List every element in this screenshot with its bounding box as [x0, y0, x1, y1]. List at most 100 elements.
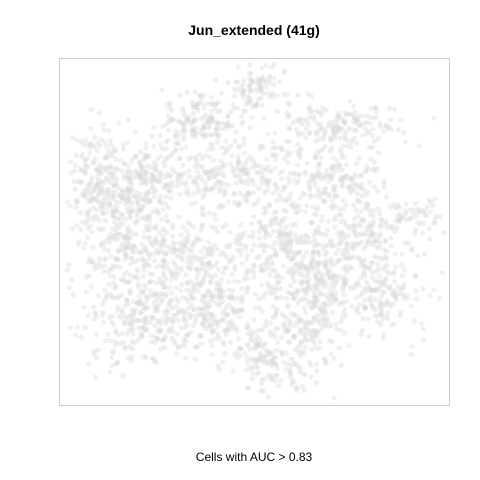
cell-point: [112, 233, 118, 239]
cell-point: [95, 175, 101, 181]
cell-point: [208, 118, 214, 124]
cell-point: [135, 281, 141, 287]
cell-point: [124, 331, 130, 337]
cell-point: [147, 319, 153, 326]
cell-point: [308, 93, 314, 99]
cell-point: [242, 197, 248, 203]
cell-point: [263, 231, 269, 237]
cell-point: [257, 77, 263, 83]
cell-point: [98, 204, 104, 210]
cell-point: [157, 169, 163, 175]
cell-point: [84, 188, 90, 194]
cell-point: [303, 233, 310, 239]
cell-point: [192, 134, 198, 140]
cell-point: [222, 181, 228, 187]
cell-point: [299, 340, 305, 346]
cell-point: [284, 361, 290, 367]
cell-point: [192, 356, 198, 362]
cell-point: [135, 337, 141, 343]
cell-point: [313, 155, 319, 161]
cell-point: [269, 362, 275, 368]
cell-point: [218, 293, 224, 299]
cell-point: [225, 114, 231, 120]
cell-point: [205, 187, 211, 193]
cell-point: [139, 301, 145, 307]
cell-point: [243, 102, 250, 108]
cell-point: [163, 174, 169, 180]
cell-point: [313, 229, 319, 235]
cell-point: [88, 179, 94, 185]
cell-point: [433, 213, 439, 219]
cell-point: [108, 319, 115, 325]
cell-point: [328, 351, 334, 357]
cell-point: [245, 321, 251, 327]
cell-point: [226, 244, 232, 250]
cell-point: [127, 287, 134, 293]
cell-point: [298, 328, 305, 334]
cell-point: [237, 346, 243, 352]
cell-point: [130, 200, 136, 206]
cell-point: [123, 235, 130, 241]
cell-point: [164, 250, 170, 256]
cell-point: [130, 230, 136, 236]
cell-point: [306, 271, 312, 277]
cell-point: [399, 213, 405, 219]
cell-point: [202, 299, 208, 305]
cell-point: [247, 82, 253, 88]
cell-point: [126, 199, 132, 205]
cell-point: [133, 153, 139, 159]
cell-point: [288, 191, 294, 197]
cell-point: [328, 204, 334, 210]
cell-point: [198, 333, 204, 339]
cell-point: [238, 89, 244, 95]
cell-point: [199, 164, 206, 170]
cell-point: [228, 295, 234, 301]
cell-point: [391, 106, 397, 113]
cell-point: [362, 192, 369, 198]
cell-point: [232, 296, 238, 302]
cell-point: [428, 199, 434, 205]
cell-point: [286, 339, 292, 345]
cell-point: [367, 179, 373, 185]
cell-point: [199, 297, 205, 303]
cell-point: [250, 190, 256, 196]
cell-point: [266, 372, 272, 379]
cell-point: [108, 338, 114, 344]
cell-point: [313, 318, 319, 324]
cell-point: [351, 114, 357, 121]
cell-point: [154, 207, 160, 213]
cell-point: [176, 253, 182, 259]
cell-point: [312, 329, 319, 335]
cell-point: [236, 308, 242, 314]
cell-point: [191, 118, 198, 124]
cell-point: [342, 119, 348, 125]
cell-point: [327, 338, 333, 344]
cell-point: [247, 87, 253, 93]
cell-point: [142, 317, 149, 323]
cell-point: [163, 182, 169, 189]
cell-point: [300, 238, 306, 244]
cell-point: [337, 241, 343, 247]
cell-point: [253, 358, 259, 364]
cell-point: [416, 209, 422, 216]
cell-point: [255, 96, 261, 102]
cell-point: [311, 172, 317, 179]
cell-point: [206, 169, 212, 175]
cell-point: [124, 297, 130, 303]
cell-point: [142, 228, 148, 234]
cell-point: [92, 310, 98, 316]
cell-point: [144, 297, 150, 303]
cell-point: [67, 159, 73, 165]
cell-point: [256, 254, 262, 260]
cell-point: [344, 241, 350, 247]
cell-point: [322, 198, 328, 204]
cell-point: [205, 120, 211, 126]
cell-point: [280, 187, 286, 193]
cell-point: [201, 187, 207, 193]
cell-point: [131, 298, 137, 305]
cell-point: [318, 155, 324, 161]
cell-point: [124, 279, 130, 285]
cell-point: [151, 237, 157, 243]
cell-point: [369, 275, 376, 281]
cell-point: [128, 313, 134, 319]
